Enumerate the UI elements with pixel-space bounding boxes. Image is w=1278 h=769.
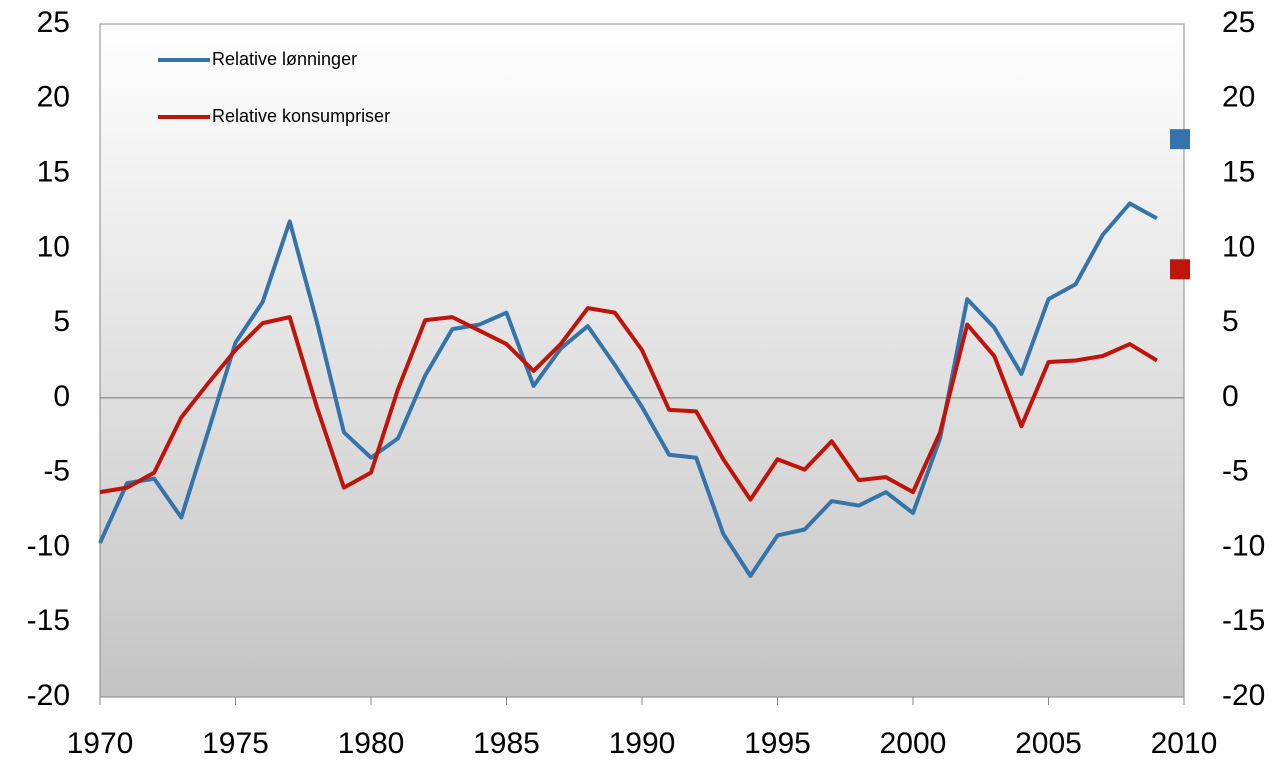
y-tick-label: 10 — [37, 230, 70, 263]
x-tick-label: 2005 — [1015, 727, 1082, 760]
x-tick-label: 1975 — [202, 727, 269, 760]
x-tick-label: 1970 — [67, 727, 134, 760]
x-tick-label: 1985 — [473, 727, 540, 760]
y-tick-label: 0 — [53, 380, 70, 413]
series-line — [99, 306, 1158, 502]
end-marker — [1170, 129, 1190, 150]
y2-tick-label: 15 — [1222, 155, 1255, 188]
y2-tick-label: -20 — [1222, 679, 1265, 712]
y2-tick-label: 0 — [1222, 380, 1239, 413]
y2-tick-label: -10 — [1222, 529, 1265, 562]
y2-tick-label: 5 — [1222, 305, 1239, 338]
y2-tick-label: 25 — [1222, 6, 1255, 39]
end-marker — [1170, 259, 1190, 280]
legend-label: Relative lønninger — [212, 49, 357, 69]
y2-tick-label: 10 — [1222, 230, 1255, 263]
y-tick-label: -15 — [27, 604, 70, 637]
y-tick-label: -10 — [27, 529, 70, 562]
x-tick-label: 1980 — [338, 727, 405, 760]
x-tick-label: 1995 — [744, 727, 811, 760]
y-tick-label: 20 — [37, 81, 70, 114]
x-tick-label: 2000 — [880, 727, 947, 760]
y2-tick-label: 20 — [1222, 81, 1255, 114]
plot-area — [99, 23, 1185, 698]
y-tick-label: 25 — [37, 6, 70, 39]
legend-label: Relative konsumpriser — [212, 106, 390, 126]
y-tick-label: 15 — [37, 155, 70, 188]
series-line — [98, 201, 1158, 578]
x-tick-label: 1990 — [609, 727, 676, 760]
y-tick-label: -5 — [43, 455, 70, 488]
y-tick-label: 5 — [53, 305, 70, 338]
y2-tick-label: -15 — [1222, 604, 1265, 637]
y2-tick-label: -5 — [1222, 455, 1249, 488]
x-tick-label: 2010 — [1151, 727, 1218, 760]
y-tick-label: -20 — [27, 679, 70, 712]
